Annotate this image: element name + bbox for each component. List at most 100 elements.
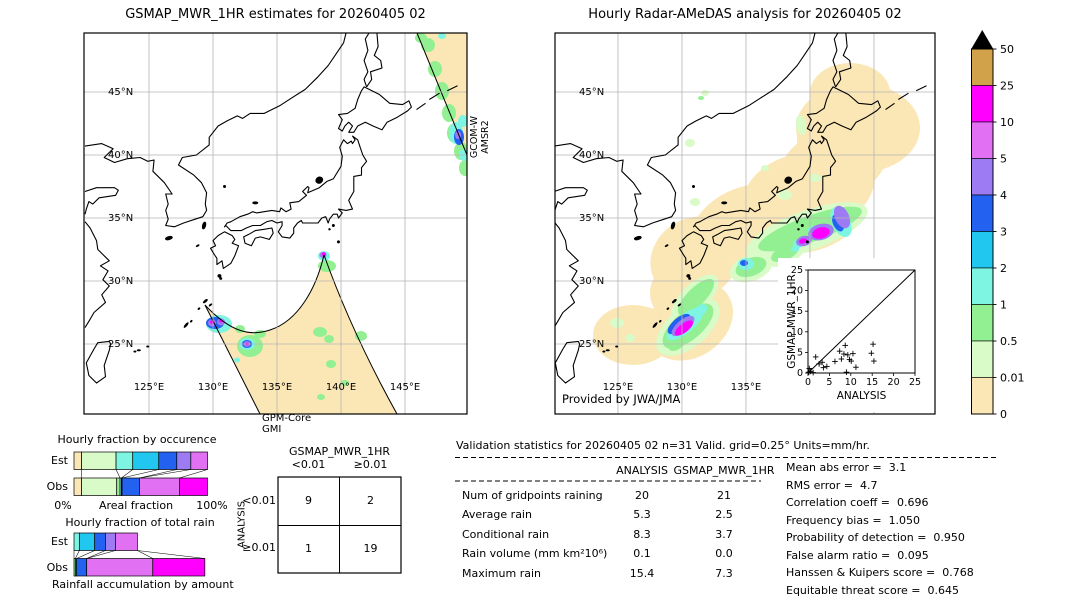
- occurrence-xaxis-label: Areal fraction: [98, 499, 174, 512]
- occurrence-est-label: Est: [51, 454, 68, 467]
- stats-title: Validation statistics for 20260405 02 n=…: [456, 439, 870, 452]
- svg-text:5: 5: [826, 377, 832, 388]
- gcomw-label: GCOM-W: [469, 115, 480, 159]
- score-row: Mean abs error = 3.1: [786, 461, 906, 474]
- svg-text:30°N: 30°N: [579, 276, 604, 287]
- svg-text:30°N: 30°N: [108, 276, 133, 287]
- right-map-title: Hourly Radar-AMeDAS analysis for 2026040…: [588, 7, 902, 22]
- contingency-cell-10: 1: [305, 542, 312, 555]
- svg-text:0: 0: [805, 377, 811, 388]
- svg-text:15: 15: [866, 377, 878, 388]
- contingency-col-label-0: <0.01: [291, 458, 326, 471]
- stats-row-label: Average rain: [462, 508, 532, 521]
- contingency-header: GSMAP_MWR_1HR: [288, 445, 391, 458]
- svg-text:35°N: 35°N: [108, 213, 133, 224]
- score-value: 4.7: [859, 478, 878, 492]
- svg-text:35°N: 35°N: [579, 213, 604, 224]
- totalrain-chart-title: Hourly fraction of total rain: [65, 516, 215, 529]
- stats-row-label: Num of gridpoints raining: [462, 489, 603, 502]
- left-map-swath-label: GCOM-W AMSR2: [469, 113, 492, 161]
- svg-text:5: 5: [797, 347, 803, 358]
- svg-text:40°N: 40°N: [579, 150, 604, 161]
- amsr2-label: AMSR2: [479, 120, 491, 154]
- contingency-cell-01: 2: [367, 494, 374, 507]
- equals-sign: =: [840, 478, 860, 492]
- score-value: 1.050: [888, 513, 921, 527]
- svg-text:50: 50: [1000, 43, 1014, 56]
- stats-row-label: Rain volume (mm km²10⁶): [462, 547, 608, 560]
- stats-col-analysis: ANALYSIS: [616, 464, 668, 477]
- svg-text:5: 5: [1000, 153, 1007, 166]
- score-row: Correlation coeff = 0.696: [786, 496, 929, 509]
- contingency-cell-00: 9: [305, 494, 312, 507]
- occurrence-chart-title: Hourly fraction by occurence: [57, 433, 217, 446]
- stats-row-analysis: 0.1: [633, 547, 651, 560]
- contingency-col-label-1: ≥0.01: [353, 458, 388, 471]
- score-value: 0.768: [942, 566, 974, 579]
- stats-row-gsmap: 2.5: [715, 508, 733, 521]
- score-label: Mean abs error: [786, 461, 870, 474]
- svg-text:0.5: 0.5: [1000, 335, 1018, 348]
- stats-row-analysis: 15.4: [629, 566, 655, 580]
- score-value: 0.696: [897, 496, 929, 509]
- svg-text:20: 20: [888, 377, 900, 388]
- svg-text:25°N: 25°N: [108, 339, 133, 350]
- svg-text:25: 25: [909, 377, 921, 388]
- svg-text:0: 0: [1000, 408, 1007, 421]
- svg-text:25: 25: [791, 265, 803, 276]
- stats-row-analysis: 20: [635, 489, 649, 502]
- contingency-row-label-0: <0.01: [242, 494, 276, 507]
- stats-row-gsmap: 21: [717, 489, 731, 502]
- equals-sign: =: [913, 531, 934, 544]
- score-row: False alarm ratio = 0.095: [786, 549, 929, 562]
- contingency-row-label-1: ≥0.01: [242, 541, 276, 554]
- svg-text:15: 15: [791, 306, 803, 317]
- svg-text:1: 1: [1000, 299, 1007, 312]
- occurrence-obs-label: Obs: [46, 480, 68, 493]
- svg-text:0.01: 0.01: [1000, 372, 1025, 385]
- stats-row-analysis: 8.3: [633, 527, 651, 541]
- occurrence-xmax-label: 100%: [196, 499, 228, 512]
- left-map-sensor-label-line2: GMI: [262, 424, 282, 435]
- totalrain-chart-footer: Rainfall accumulation by amount: [52, 578, 234, 591]
- svg-text:2: 2: [1000, 262, 1007, 275]
- svg-text:10: 10: [1000, 116, 1014, 129]
- score-value: 0.095: [897, 548, 929, 562]
- svg-text:140°E: 140°E: [326, 382, 356, 393]
- svg-text:135°E: 135°E: [731, 382, 761, 393]
- svg-text:ANALYSIS: ANALYSIS: [837, 390, 887, 402]
- svg-text:125°E: 125°E: [603, 382, 633, 393]
- svg-text:45°N: 45°N: [579, 87, 604, 98]
- svg-text:125°E: 125°E: [134, 382, 164, 393]
- equals-sign: =: [868, 513, 889, 527]
- stats-row-analysis: 5.3: [633, 508, 651, 521]
- score-label: False alarm ratio: [786, 548, 878, 562]
- contingency-cell-11: 19: [363, 542, 378, 555]
- equals-sign: =: [877, 496, 897, 509]
- score-value: 0.645: [927, 583, 959, 597]
- score-row: RMS error = 4.7: [786, 479, 877, 492]
- credit-label: Provided by JWA/JMA: [562, 392, 681, 406]
- score-value: 0.950: [933, 531, 965, 544]
- score-label: Equitable threat score: [786, 583, 908, 597]
- svg-text:145°E: 145°E: [390, 382, 420, 393]
- svg-text:25°N: 25°N: [579, 339, 604, 350]
- svg-text:130°E: 130°E: [667, 382, 697, 393]
- occurrence-xmin-label: 0%: [54, 499, 72, 512]
- totalrain-est-label: Est: [51, 535, 68, 548]
- svg-text:20: 20: [791, 286, 803, 297]
- score-label: Probability of detection: [786, 531, 914, 544]
- svg-text:GSMAP MWR_1HR: GSMAP MWR_1HR: [786, 274, 798, 369]
- score-label: Frequency bias: [786, 513, 869, 527]
- svg-text:10: 10: [845, 377, 857, 388]
- svg-text:135°E: 135°E: [262, 382, 292, 393]
- score-row: Probability of detection = 0.950: [786, 531, 965, 544]
- score-label: RMS error: [786, 478, 841, 492]
- equals-sign: =: [869, 461, 889, 474]
- score-row: Frequency bias = 1.050: [786, 514, 920, 527]
- svg-text:4: 4: [1000, 189, 1007, 202]
- equals-sign: =: [907, 583, 928, 597]
- stats-row-label: Conditional rain: [462, 527, 550, 541]
